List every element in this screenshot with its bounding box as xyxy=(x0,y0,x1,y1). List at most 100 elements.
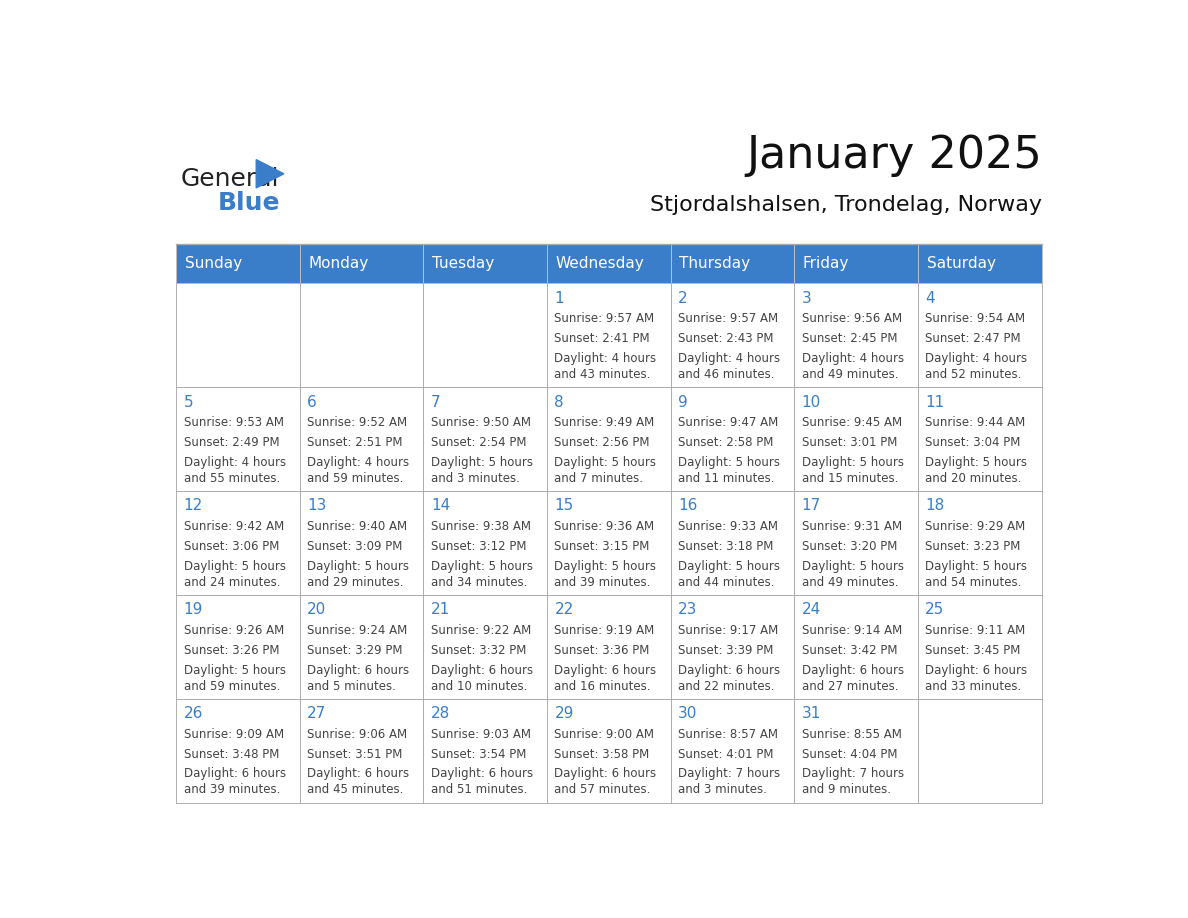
Text: Wednesday: Wednesday xyxy=(556,256,644,272)
Text: 17: 17 xyxy=(802,498,821,513)
FancyBboxPatch shape xyxy=(671,699,795,803)
Text: Daylight: 5 hours
and 44 minutes.: Daylight: 5 hours and 44 minutes. xyxy=(678,560,781,588)
Text: Sunrise: 9:52 AM: Sunrise: 9:52 AM xyxy=(308,416,407,430)
Text: Tuesday: Tuesday xyxy=(432,256,494,272)
Text: 20: 20 xyxy=(308,602,327,617)
FancyBboxPatch shape xyxy=(299,491,423,595)
Text: Sunrise: 9:53 AM: Sunrise: 9:53 AM xyxy=(183,416,284,430)
Text: Sunrise: 9:42 AM: Sunrise: 9:42 AM xyxy=(183,521,284,533)
Text: Sunrise: 9:36 AM: Sunrise: 9:36 AM xyxy=(555,521,655,533)
Text: Sunrise: 9:31 AM: Sunrise: 9:31 AM xyxy=(802,521,902,533)
Text: Sunrise: 9:00 AM: Sunrise: 9:00 AM xyxy=(555,728,655,741)
FancyBboxPatch shape xyxy=(176,595,299,699)
Text: 7: 7 xyxy=(431,395,441,409)
Text: 14: 14 xyxy=(431,498,450,513)
Text: Sunrise: 9:57 AM: Sunrise: 9:57 AM xyxy=(555,312,655,325)
Text: 22: 22 xyxy=(555,602,574,617)
Text: 21: 21 xyxy=(431,602,450,617)
Text: Daylight: 5 hours
and 29 minutes.: Daylight: 5 hours and 29 minutes. xyxy=(308,560,409,588)
Text: Sunrise: 9:22 AM: Sunrise: 9:22 AM xyxy=(431,624,531,637)
Text: Sunset: 3:18 PM: Sunset: 3:18 PM xyxy=(678,540,773,553)
Text: Sunday: Sunday xyxy=(185,256,242,272)
FancyBboxPatch shape xyxy=(176,699,299,803)
Text: Sunset: 3:54 PM: Sunset: 3:54 PM xyxy=(431,747,526,761)
Text: 18: 18 xyxy=(925,498,944,513)
Text: Daylight: 4 hours
and 55 minutes.: Daylight: 4 hours and 55 minutes. xyxy=(183,455,285,485)
Text: 10: 10 xyxy=(802,395,821,409)
Text: Sunrise: 9:40 AM: Sunrise: 9:40 AM xyxy=(308,521,407,533)
FancyBboxPatch shape xyxy=(423,387,546,491)
FancyBboxPatch shape xyxy=(299,387,423,491)
Text: Sunset: 4:01 PM: Sunset: 4:01 PM xyxy=(678,747,773,761)
Text: Sunset: 3:20 PM: Sunset: 3:20 PM xyxy=(802,540,897,553)
Text: Daylight: 6 hours
and 57 minutes.: Daylight: 6 hours and 57 minutes. xyxy=(555,767,657,797)
Text: 25: 25 xyxy=(925,602,944,617)
Text: Sunset: 3:42 PM: Sunset: 3:42 PM xyxy=(802,644,897,656)
Text: Sunset: 3:48 PM: Sunset: 3:48 PM xyxy=(183,747,279,761)
Text: Daylight: 6 hours
and 51 minutes.: Daylight: 6 hours and 51 minutes. xyxy=(431,767,533,797)
Text: Daylight: 4 hours
and 52 minutes.: Daylight: 4 hours and 52 minutes. xyxy=(925,352,1028,381)
Text: Sunset: 3:58 PM: Sunset: 3:58 PM xyxy=(555,747,650,761)
Text: Daylight: 5 hours
and 11 minutes.: Daylight: 5 hours and 11 minutes. xyxy=(678,455,781,485)
FancyBboxPatch shape xyxy=(299,699,423,803)
FancyBboxPatch shape xyxy=(795,491,918,595)
Text: Sunset: 3:15 PM: Sunset: 3:15 PM xyxy=(555,540,650,553)
Text: Sunset: 4:04 PM: Sunset: 4:04 PM xyxy=(802,747,897,761)
Text: Sunset: 3:04 PM: Sunset: 3:04 PM xyxy=(925,436,1020,449)
FancyBboxPatch shape xyxy=(918,244,1042,284)
FancyBboxPatch shape xyxy=(176,491,299,595)
Text: Sunset: 3:29 PM: Sunset: 3:29 PM xyxy=(308,644,403,656)
Text: 8: 8 xyxy=(555,395,564,409)
Text: Sunset: 3:09 PM: Sunset: 3:09 PM xyxy=(308,540,403,553)
Text: Daylight: 6 hours
and 16 minutes.: Daylight: 6 hours and 16 minutes. xyxy=(555,664,657,692)
Text: Sunrise: 9:45 AM: Sunrise: 9:45 AM xyxy=(802,416,902,430)
Text: Sunrise: 8:57 AM: Sunrise: 8:57 AM xyxy=(678,728,778,741)
Text: Sunset: 2:56 PM: Sunset: 2:56 PM xyxy=(555,436,650,449)
Text: 16: 16 xyxy=(678,498,697,513)
FancyBboxPatch shape xyxy=(795,699,918,803)
FancyBboxPatch shape xyxy=(546,491,671,595)
FancyBboxPatch shape xyxy=(299,244,423,284)
Text: Sunset: 2:54 PM: Sunset: 2:54 PM xyxy=(431,436,526,449)
Text: Sunrise: 9:14 AM: Sunrise: 9:14 AM xyxy=(802,624,902,637)
FancyBboxPatch shape xyxy=(671,244,795,284)
Text: Monday: Monday xyxy=(309,256,368,272)
Text: 6: 6 xyxy=(308,395,317,409)
Text: 24: 24 xyxy=(802,602,821,617)
Text: 1: 1 xyxy=(555,291,564,306)
Text: Sunrise: 9:56 AM: Sunrise: 9:56 AM xyxy=(802,312,902,325)
Text: Daylight: 6 hours
and 27 minutes.: Daylight: 6 hours and 27 minutes. xyxy=(802,664,904,692)
Text: Sunrise: 9:38 AM: Sunrise: 9:38 AM xyxy=(431,521,531,533)
Text: Sunrise: 9:03 AM: Sunrise: 9:03 AM xyxy=(431,728,531,741)
FancyBboxPatch shape xyxy=(795,284,918,387)
Text: Sunrise: 9:54 AM: Sunrise: 9:54 AM xyxy=(925,312,1025,325)
Text: Sunset: 2:51 PM: Sunset: 2:51 PM xyxy=(308,436,403,449)
FancyBboxPatch shape xyxy=(423,284,546,387)
Text: Daylight: 5 hours
and 59 minutes.: Daylight: 5 hours and 59 minutes. xyxy=(183,664,285,692)
Text: Sunrise: 9:17 AM: Sunrise: 9:17 AM xyxy=(678,624,778,637)
Text: Sunset: 3:51 PM: Sunset: 3:51 PM xyxy=(308,747,403,761)
FancyBboxPatch shape xyxy=(176,284,299,387)
Text: Sunset: 3:39 PM: Sunset: 3:39 PM xyxy=(678,644,773,656)
Text: Stjordalshalsen, Trondelag, Norway: Stjordalshalsen, Trondelag, Norway xyxy=(650,195,1042,215)
FancyBboxPatch shape xyxy=(671,491,795,595)
Text: Sunrise: 8:55 AM: Sunrise: 8:55 AM xyxy=(802,728,902,741)
FancyBboxPatch shape xyxy=(918,491,1042,595)
FancyBboxPatch shape xyxy=(795,595,918,699)
FancyBboxPatch shape xyxy=(176,244,299,284)
Text: January 2025: January 2025 xyxy=(746,134,1042,177)
FancyBboxPatch shape xyxy=(918,284,1042,387)
Text: Daylight: 5 hours
and 7 minutes.: Daylight: 5 hours and 7 minutes. xyxy=(555,455,657,485)
FancyBboxPatch shape xyxy=(423,491,546,595)
Text: Sunrise: 9:29 AM: Sunrise: 9:29 AM xyxy=(925,521,1025,533)
Text: Saturday: Saturday xyxy=(927,256,996,272)
Text: Sunset: 2:45 PM: Sunset: 2:45 PM xyxy=(802,332,897,345)
Text: 26: 26 xyxy=(183,706,203,722)
Text: Daylight: 6 hours
and 39 minutes.: Daylight: 6 hours and 39 minutes. xyxy=(183,767,285,797)
Text: Sunset: 2:47 PM: Sunset: 2:47 PM xyxy=(925,332,1020,345)
Text: 5: 5 xyxy=(183,395,194,409)
Text: 31: 31 xyxy=(802,706,821,722)
Text: Daylight: 5 hours
and 15 minutes.: Daylight: 5 hours and 15 minutes. xyxy=(802,455,904,485)
Text: 23: 23 xyxy=(678,602,697,617)
Text: 12: 12 xyxy=(183,498,203,513)
